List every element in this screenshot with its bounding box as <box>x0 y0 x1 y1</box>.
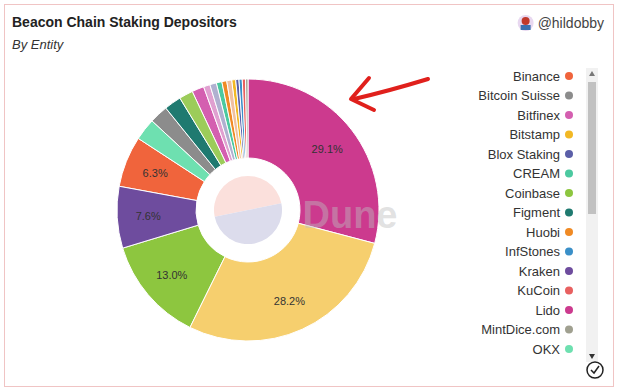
legend-item[interactable]: KuCoin <box>517 283 573 298</box>
data-labels: 6.3% 13.0% 7.6% 29.1% 28.2% <box>136 143 343 307</box>
legend-item[interactable]: Lido <box>535 303 573 318</box>
check-mark <box>591 366 599 373</box>
center-logo <box>214 176 282 244</box>
legend-item[interactable]: Blox Staking <box>488 147 573 162</box>
pie-slice[interactable] <box>227 80 242 159</box>
legend-item[interactable]: MintDice.com <box>481 322 573 337</box>
legend-label: Bitstamp <box>509 127 560 142</box>
pie-slice[interactable] <box>117 186 198 248</box>
title: Beacon Chain Staking Depositors <box>12 14 237 30</box>
legend-swatch <box>565 170 573 178</box>
avatar <box>518 15 534 31</box>
legend-swatch <box>565 150 573 158</box>
legend-label: Bitcoin Suisse <box>478 88 560 103</box>
legend-label: MintDice.com <box>481 322 560 337</box>
legend-label: KuCoin <box>517 283 560 298</box>
legend-swatch <box>565 111 573 119</box>
subtitle: By Entity <box>12 37 65 52</box>
legend-swatch <box>565 189 573 197</box>
scroll-thumb[interactable] <box>588 82 596 214</box>
legend-item[interactable]: Binance <box>513 69 573 84</box>
legend-label: Figment <box>513 205 560 220</box>
legend-scrollbar[interactable] <box>586 68 598 362</box>
avatar-bg <box>518 15 534 31</box>
legend-swatch <box>565 131 573 139</box>
legend-swatch <box>565 326 573 334</box>
legend-item[interactable]: OKX <box>533 342 573 357</box>
legend-swatch <box>565 92 573 100</box>
legend-swatch <box>565 209 573 217</box>
legend-item[interactable]: CREAM <box>513 166 573 181</box>
legend: Binance Bitcoin Suisse Bitfinex Bitstamp Blo… <box>478 69 573 357</box>
legend-item[interactable]: Kraken <box>519 264 573 279</box>
legend-label: Blox Staking <box>488 147 560 162</box>
legend-swatch <box>565 287 573 295</box>
chart: Beacon Chain Staking Depositors By Entity… <box>0 0 618 391</box>
data-label: 6.3% <box>143 167 168 179</box>
legend-label: CREAM <box>513 166 560 181</box>
scroll-down[interactable] <box>589 354 595 359</box>
legend-swatch <box>565 267 573 275</box>
arrow-head <box>351 78 374 110</box>
legend-label: Bitfinex <box>517 108 560 123</box>
legend-label: OKX <box>533 342 561 357</box>
legend-item[interactable]: Bitcoin Suisse <box>478 88 573 103</box>
legend-swatch <box>565 228 573 236</box>
author-handle: @hildobby <box>538 15 604 31</box>
avatar-face <box>522 17 530 25</box>
legend-item[interactable]: Bitfinex <box>517 108 573 123</box>
legend-item[interactable]: Coinbase <box>505 186 573 201</box>
watermark: Dune <box>303 194 398 236</box>
legend-item[interactable]: Huobi <box>526 225 573 240</box>
legend-swatch <box>565 345 573 353</box>
check-icon[interactable] <box>587 362 603 378</box>
legend-label: Lido <box>535 303 560 318</box>
pie-slice[interactable] <box>190 223 375 341</box>
legend-swatch <box>565 72 573 80</box>
data-label: 13.0% <box>156 269 187 281</box>
pie-slice[interactable] <box>246 79 248 158</box>
scroll-track <box>586 68 598 362</box>
data-label: 29.1% <box>312 143 343 155</box>
legend-item[interactable]: Figment <box>513 205 573 220</box>
data-label: 28.2% <box>274 295 305 307</box>
legend-label: InfStones <box>505 244 560 259</box>
legend-item[interactable]: InfStones <box>505 244 573 259</box>
logo-bottom <box>215 203 282 244</box>
legend-swatch <box>565 248 573 256</box>
scroll-up[interactable] <box>589 71 595 76</box>
pie-slice[interactable] <box>242 79 247 158</box>
check-circle <box>587 362 603 378</box>
legend-item[interactable]: Bitstamp <box>509 127 573 142</box>
legend-label: Kraken <box>519 264 560 279</box>
legend-label: Coinbase <box>505 186 560 201</box>
annotation-arrow <box>351 78 428 110</box>
legend-label: Huobi <box>526 225 560 240</box>
avatar-body <box>521 25 531 30</box>
legend-swatch <box>565 306 573 314</box>
card-frame <box>5 5 614 387</box>
legend-label: Binance <box>513 69 560 84</box>
data-label: 7.6% <box>136 210 161 222</box>
